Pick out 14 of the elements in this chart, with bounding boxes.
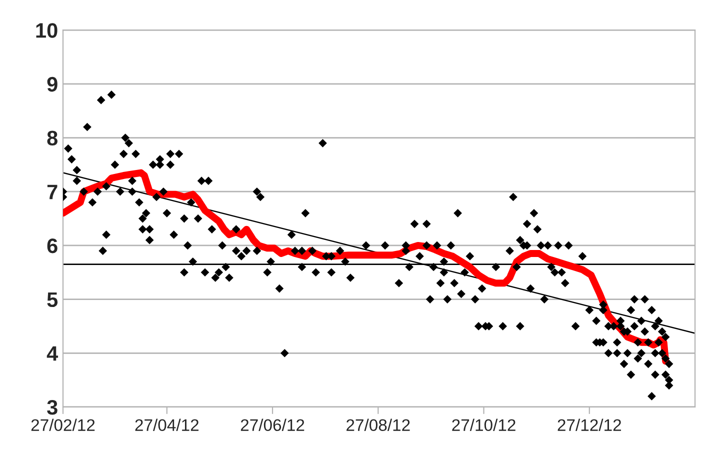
x-tick-label: 27/02/12 <box>31 418 95 432</box>
x-tick-label: 27/10/12 <box>452 418 516 432</box>
y-tick-label: 3 <box>47 400 58 415</box>
y-tick-label: 9 <box>47 76 58 92</box>
y-tick-label: 10 <box>36 23 58 38</box>
y-tick-label: 6 <box>47 238 58 254</box>
x-tick-label: 27/04/12 <box>135 418 198 432</box>
x-tick-label: 27/12/12 <box>558 418 621 432</box>
x-tick-label: 27/08/12 <box>346 418 410 432</box>
y-tick-label: 4 <box>46 346 58 361</box>
y-tick-label: 5 <box>47 292 58 308</box>
x-tick-label: 27/06/12 <box>240 418 304 432</box>
y-tick-label: 8 <box>47 130 58 146</box>
y-tick-label: 7 <box>47 184 58 200</box>
